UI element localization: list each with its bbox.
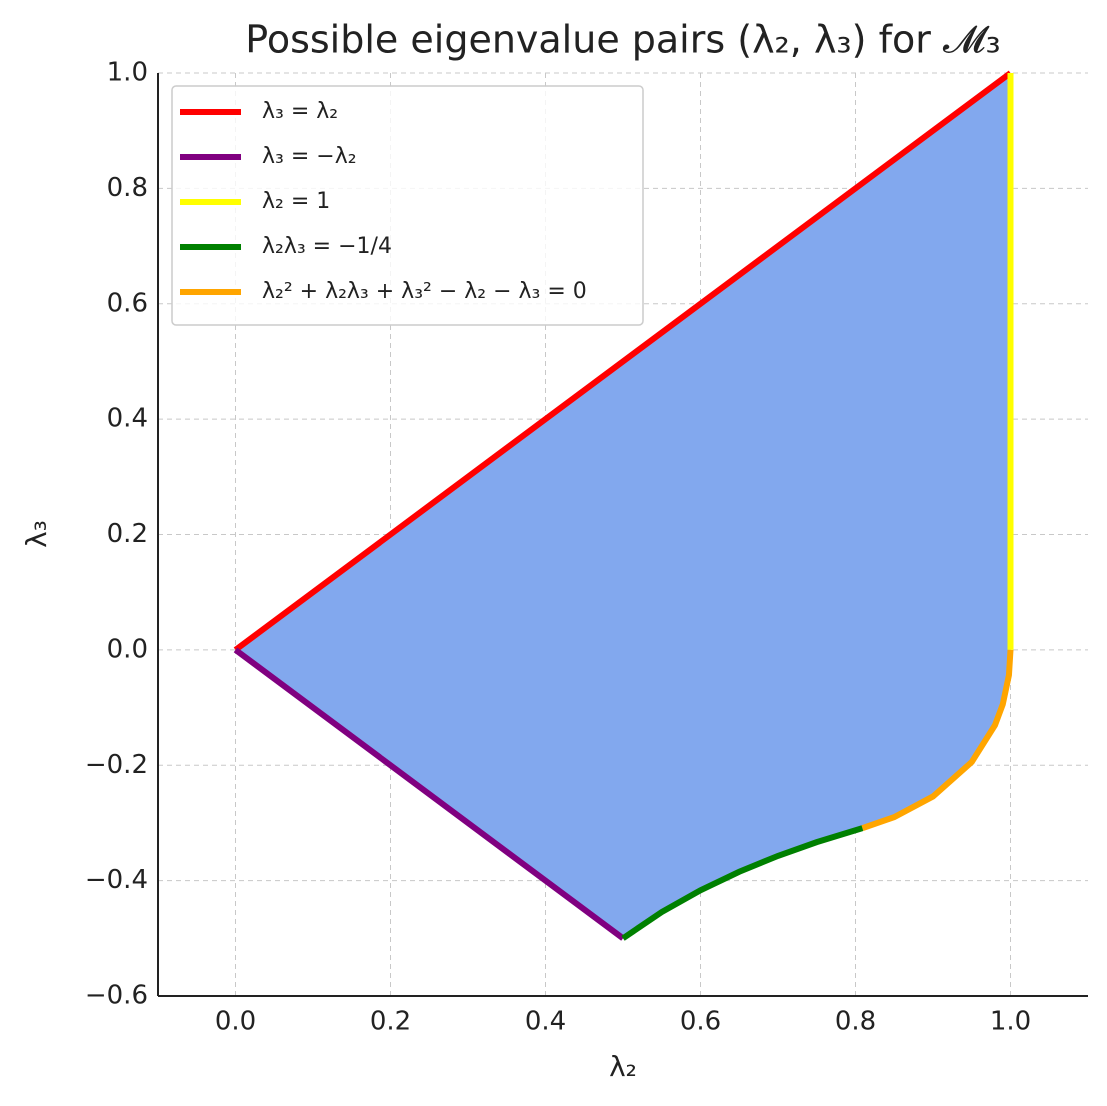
y-tick-label: 0.0	[107, 634, 148, 664]
y-tick-label: 0.8	[107, 173, 148, 203]
series-line	[621, 825, 864, 941]
x-tick-label: 0.2	[370, 1007, 411, 1037]
legend-label: λ₃ = λ₂	[262, 99, 338, 124]
y-tick-label: −0.4	[85, 865, 148, 895]
chart-title: Possible eigenvalue pairs (λ₂, λ₃) for 𝓜…	[245, 18, 1000, 62]
y-tick-label: 0.6	[107, 288, 148, 318]
y-tick-label: 0.4	[107, 404, 148, 434]
x-tick-label: 0.6	[680, 1007, 721, 1037]
series-line	[861, 649, 1014, 831]
legend: λ₃ = λ₂ λ₃ = −λ₂ λ₂ = 1 λ₂λ₃ = −1/4 λ₂² + λ₂…	[171, 85, 644, 326]
legend-label: λ₂² + λ₂λ₃ + λ₃² − λ₂ − λ₃ = 0	[262, 279, 587, 304]
legend-label: λ₂ = 1	[262, 189, 330, 214]
legend-label: λ₂λ₃ = −1/4	[262, 234, 392, 259]
y-tick-label: 1.0	[107, 58, 148, 88]
y-tick-label: 0.2	[107, 519, 148, 549]
x-axis-label: λ₂	[609, 1050, 637, 1083]
x-tick-label: 0.4	[525, 1007, 566, 1037]
y-tick-label: −0.2	[85, 750, 148, 780]
x-tick-label: 0.0	[215, 1007, 256, 1037]
y-tick-label: −0.6	[85, 981, 148, 1011]
legend-box	[171, 85, 644, 326]
x-tick-label: 1.0	[990, 1007, 1031, 1037]
y-axis-label: λ₃	[20, 520, 53, 548]
series-line	[233, 647, 625, 941]
x-tick-label: 0.8	[835, 1007, 876, 1037]
series-line	[233, 70, 1013, 653]
legend-label: λ₃ = −λ₂	[262, 144, 357, 169]
feasible-region	[235, 73, 1011, 939]
